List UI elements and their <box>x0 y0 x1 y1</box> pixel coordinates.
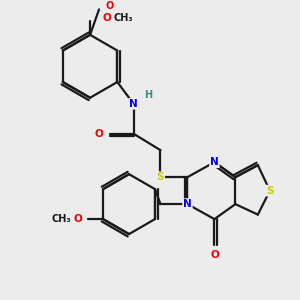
Text: O: O <box>73 214 82 224</box>
Text: O: O <box>95 129 103 139</box>
Text: O: O <box>210 250 219 260</box>
Text: O: O <box>102 14 111 23</box>
Text: N: N <box>183 199 192 209</box>
Text: CH₃: CH₃ <box>113 14 133 23</box>
Text: CH₃: CH₃ <box>51 214 71 224</box>
Text: S: S <box>157 172 164 182</box>
Text: H: H <box>144 90 153 100</box>
Text: O: O <box>105 2 114 11</box>
Text: S: S <box>266 186 274 196</box>
Text: N: N <box>210 157 219 167</box>
Text: N: N <box>129 99 138 109</box>
